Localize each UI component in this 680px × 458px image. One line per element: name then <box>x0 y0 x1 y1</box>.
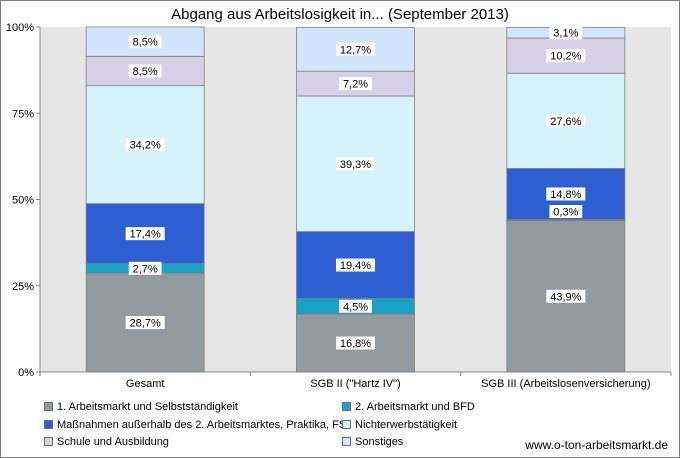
data-label-box <box>339 77 372 91</box>
watermark-text: www.o-ton-arbeitsmarkt.de <box>525 438 668 452</box>
data-label: 39,3% <box>340 159 371 171</box>
x-category-label: SGB III (Arbeitslosenversicherung) <box>481 378 650 390</box>
data-label-box <box>546 114 586 128</box>
data-label: 7,2% <box>343 79 368 91</box>
data-label: 12,7% <box>340 44 371 56</box>
data-label-box <box>546 187 586 201</box>
data-label: 16,8% <box>340 338 371 350</box>
data-label: 27,6% <box>550 116 581 128</box>
data-label: 3,1% <box>553 28 578 40</box>
chart-title: Abgang aus Arbeitslosigkeit in... (Septe… <box>171 6 509 23</box>
data-label-box <box>128 261 162 275</box>
data-label: 8,5% <box>133 66 158 78</box>
data-label-box <box>336 336 375 350</box>
data-label: 4,5% <box>343 301 368 313</box>
data-label: 43,9% <box>550 291 581 303</box>
data-label-box <box>125 138 165 152</box>
data-label: 8,5% <box>133 37 158 49</box>
x-category-label: SGB II ("Hartz IV") <box>310 378 400 390</box>
data-label-box <box>336 42 375 56</box>
data-label-box <box>549 26 583 40</box>
data-label-box <box>546 289 586 303</box>
y-tick-label: 25% <box>12 281 34 293</box>
x-category-label: Gesamt <box>126 378 165 390</box>
data-label-box <box>339 299 372 313</box>
data-label-box <box>128 35 162 49</box>
data-label-box <box>336 258 375 272</box>
data-label-box <box>125 315 165 329</box>
data-label: 28,7% <box>130 317 161 329</box>
data-label: 2,7% <box>133 263 158 275</box>
y-tick-label: 0% <box>18 367 34 379</box>
data-label: 17,4% <box>130 229 161 241</box>
y-tick-label: 100% <box>6 22 34 34</box>
y-tick-label: 75% <box>12 108 34 120</box>
data-label-box <box>336 157 375 171</box>
data-label: 19,4% <box>340 260 371 272</box>
data-label-box <box>546 49 586 63</box>
data-label-box <box>128 64 162 78</box>
data-label: 0,3% <box>553 207 578 219</box>
data-label: 10,2% <box>550 51 581 63</box>
data-label-box <box>125 227 165 241</box>
y-tick-label: 50% <box>12 195 34 207</box>
data-label: 34,2% <box>130 140 161 152</box>
data-label-box <box>549 205 583 219</box>
data-label: 14,8% <box>550 189 581 201</box>
